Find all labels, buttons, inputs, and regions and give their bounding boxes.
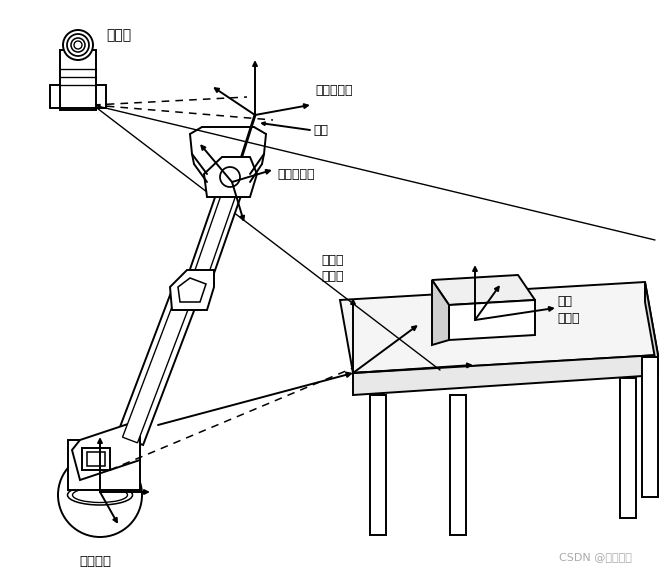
Text: 销轴: 销轴 xyxy=(313,123,328,137)
Text: 工作台
坐标系: 工作台 坐标系 xyxy=(322,254,344,283)
Circle shape xyxy=(63,30,93,60)
Bar xyxy=(68,440,140,490)
Bar xyxy=(82,448,110,470)
Polygon shape xyxy=(204,157,257,197)
Polygon shape xyxy=(180,181,243,304)
Polygon shape xyxy=(185,183,238,302)
Polygon shape xyxy=(72,420,140,480)
Circle shape xyxy=(67,34,89,56)
Circle shape xyxy=(71,38,85,52)
Polygon shape xyxy=(340,282,658,373)
Polygon shape xyxy=(645,282,658,375)
Polygon shape xyxy=(178,278,206,302)
Polygon shape xyxy=(449,300,535,340)
Bar xyxy=(87,452,105,466)
Text: 目标
坐标系: 目标 坐标系 xyxy=(557,295,579,325)
Text: 腕部坐标系: 腕部坐标系 xyxy=(277,167,314,181)
Polygon shape xyxy=(432,275,535,305)
Circle shape xyxy=(220,167,240,187)
Polygon shape xyxy=(117,290,198,445)
Bar xyxy=(60,50,96,110)
Circle shape xyxy=(58,453,142,537)
Polygon shape xyxy=(123,292,192,443)
Text: 基坐标系: 基坐标系 xyxy=(79,555,111,568)
Polygon shape xyxy=(370,395,386,535)
Polygon shape xyxy=(170,270,214,310)
Text: 工具坐标系: 工具坐标系 xyxy=(315,84,352,96)
Polygon shape xyxy=(450,395,466,535)
Text: 摄像机: 摄像机 xyxy=(106,28,131,42)
Polygon shape xyxy=(620,378,636,518)
Text: CSDN @躯躯我啊: CSDN @躯躯我啊 xyxy=(559,552,632,562)
Polygon shape xyxy=(642,357,658,497)
Polygon shape xyxy=(432,280,449,345)
Polygon shape xyxy=(353,355,658,395)
Circle shape xyxy=(74,41,82,49)
